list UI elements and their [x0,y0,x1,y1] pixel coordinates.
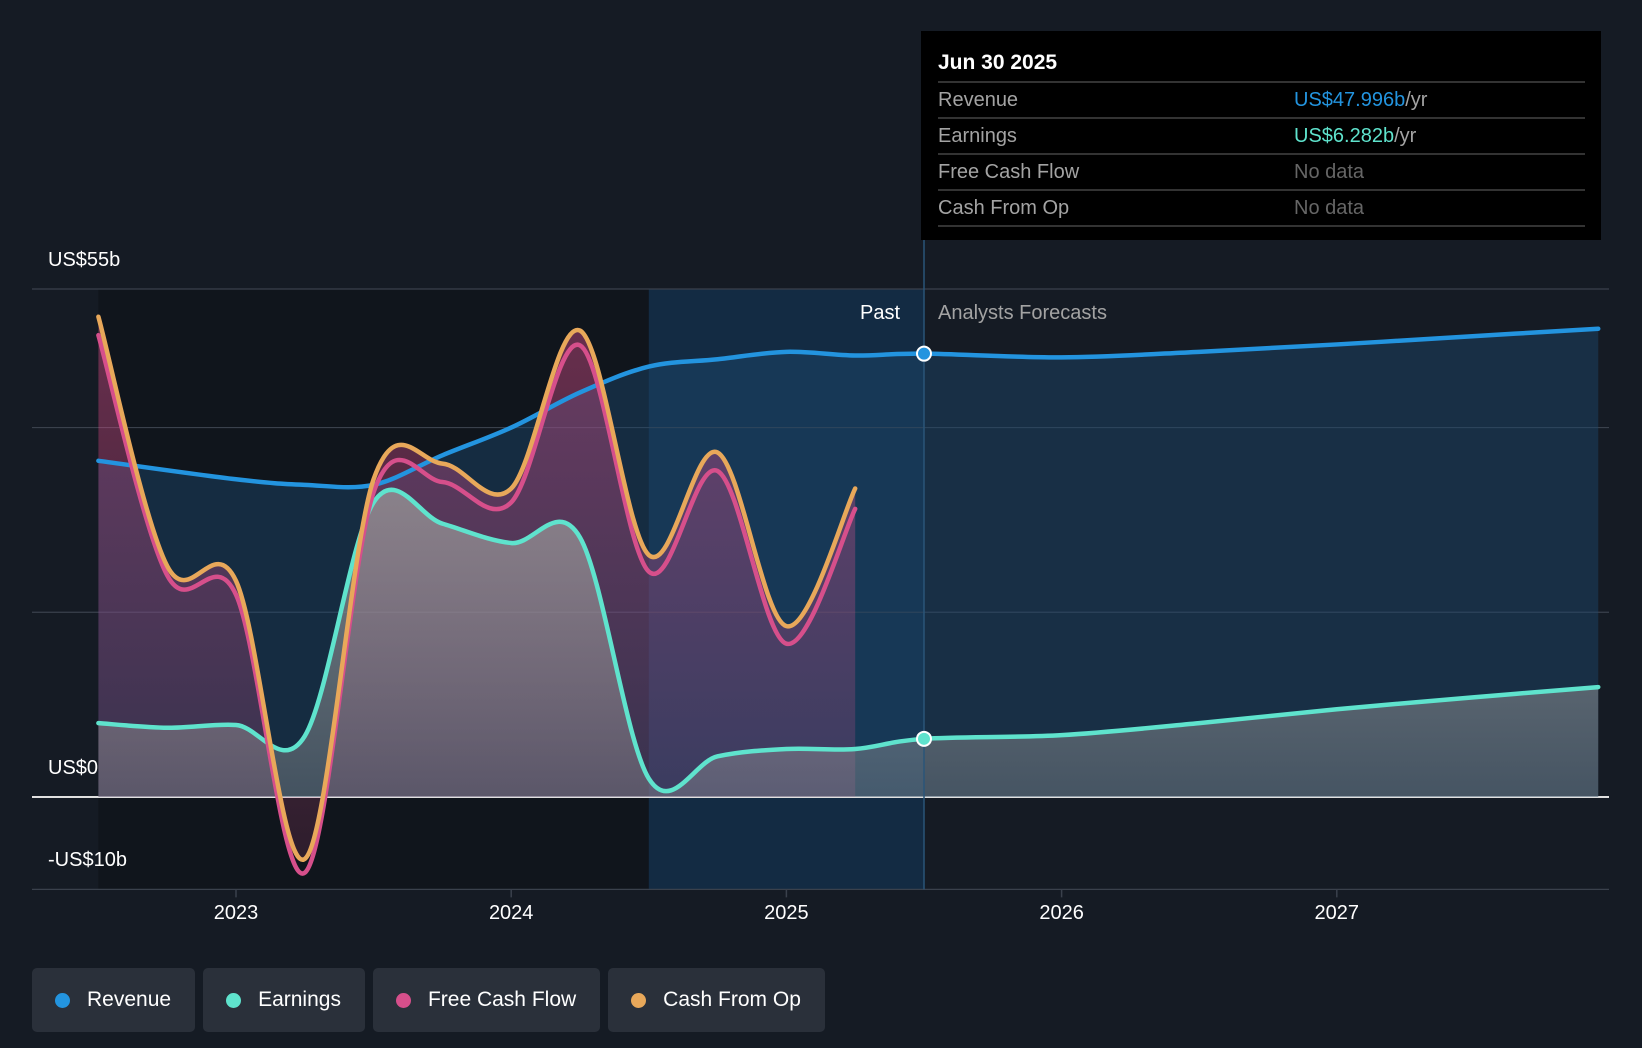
legend-free-cash-flow[interactable]: Free Cash Flow [372,968,601,1032]
tooltip-label: Free Cash Flow [938,161,1080,183]
tooltip-value: No data [1294,161,1365,183]
data-point[interactable] [916,345,932,362]
tooltip-value: US$6.282b [1294,125,1395,147]
tooltip-label: Earnings [938,125,1017,147]
x-tick-label: 2023 [213,902,259,924]
forecast-label: Analysts Forecasts [938,302,1107,324]
tooltip-value: No data [1294,197,1365,219]
x-tick-label: 2025 [764,902,809,924]
legend-label: Free Cash Flow [427,988,577,1011]
fcf-dot-icon [395,992,411,1008]
tooltip-row-revenue: Revenue US$47.996b /yr [938,83,1585,119]
earnings-dot-icon [226,992,242,1008]
legend-label: Cash From Op [663,988,801,1011]
series-line-revenue [96,326,1601,490]
tooltip-row-cfo: Cash From Op No data [938,191,1585,227]
x-tick-label: 2024 [488,902,534,924]
y-tick-label: US$0 [48,757,99,779]
tooltip-date: Jun 30 2025 [938,45,1585,83]
cfo-dot-icon [631,992,647,1008]
x-tick-label: 2026 [1039,902,1084,924]
y-tick-label: -US$10b [48,849,127,872]
y-tick-label: US$55b [48,249,121,272]
tooltip: Jun 30 2025 Revenue US$47.996b /yr Earni… [921,31,1601,240]
tooltip-row-fcf: Free Cash Flow No data [938,155,1585,191]
tooltip-value: US$47.996b [1294,89,1406,111]
data-point[interactable] [916,730,932,747]
tooltip-row-earnings: Earnings US$6.282b /yr [938,119,1585,155]
series-line-cash-from-op [96,314,858,862]
legend-label: Revenue [87,988,172,1011]
legend-earnings[interactable]: Earnings [203,968,365,1032]
past-label: Past [860,302,901,324]
series-line-earnings [96,487,1601,794]
tooltip-unit: /yr [1394,125,1417,147]
series-line-free-cash-flow [96,332,858,876]
legend-cash-from-op[interactable]: Cash From Op [608,968,825,1032]
chart [32,240,1609,898]
legend-label: Earnings [258,988,341,1011]
earnings-area [98,489,1599,797]
legend: Revenue Earnings Free Cash Flow Cash Fro… [32,968,825,1032]
tooltip-label: Revenue [938,89,1019,111]
tooltip-unit: /yr [1405,89,1428,111]
tooltip-label: Cash From Op [938,197,1070,219]
revenue-dot-icon [55,992,70,1008]
legend-revenue[interactable]: Revenue [32,968,196,1032]
x-tick-label: 2027 [1314,902,1360,924]
